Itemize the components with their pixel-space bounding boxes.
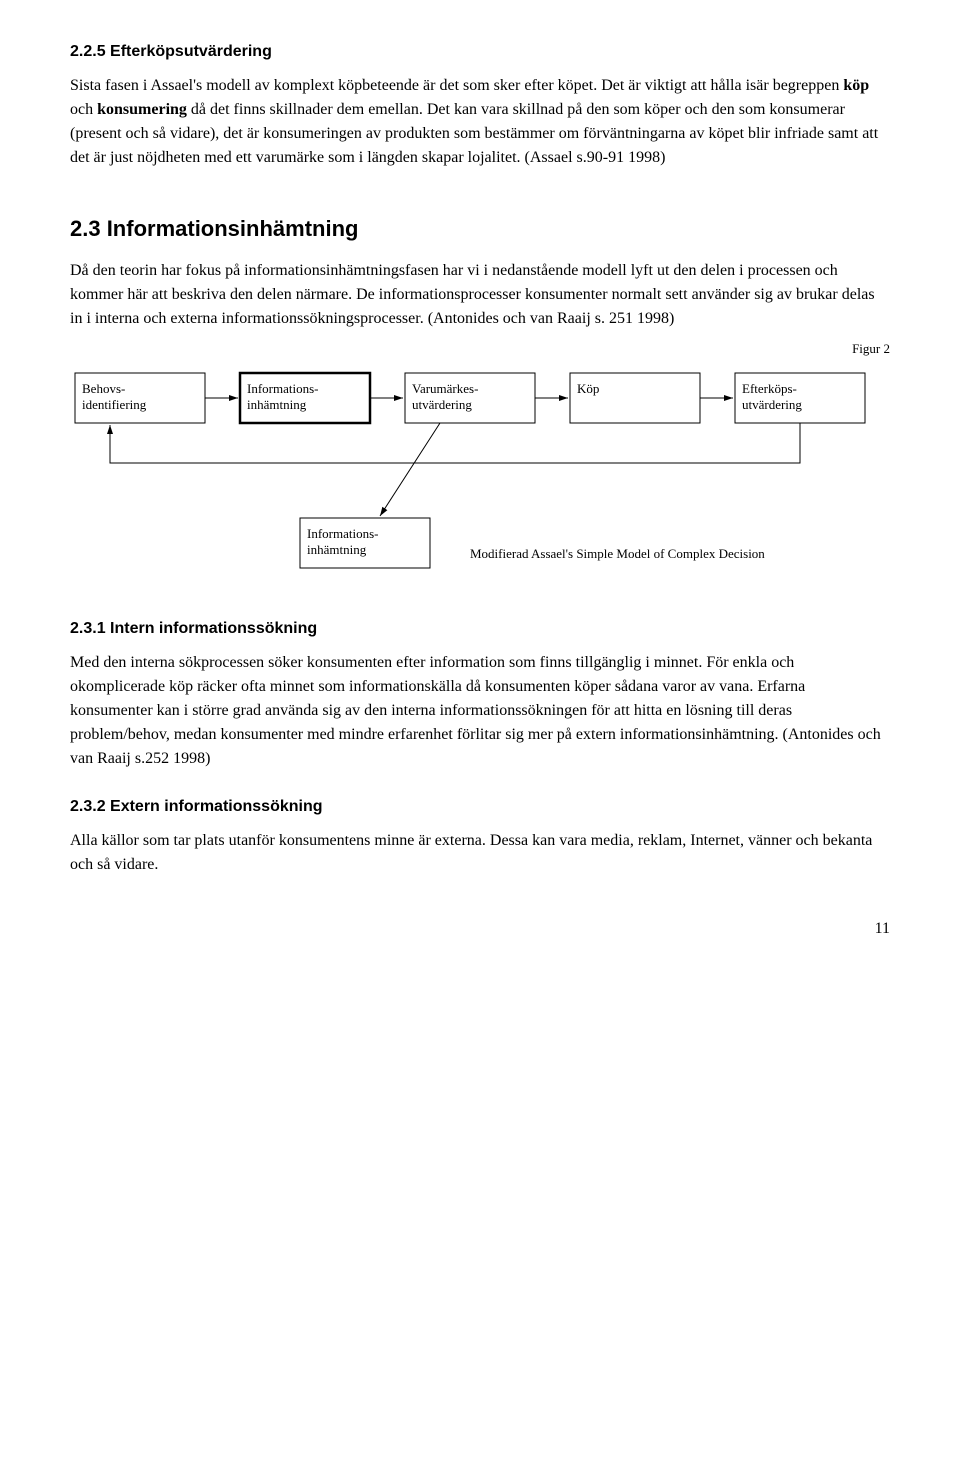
text-varu-2: utvärdering [412, 397, 472, 412]
text-behov-1: Behovs- [82, 381, 125, 396]
para-232-1: Alla källor som tar plats utanför konsum… [70, 829, 890, 877]
p225-b: köp [843, 77, 869, 94]
figure-label: Figur 2 [70, 339, 890, 359]
heading-232: 2.3.2 Extern informationssökning [70, 795, 890, 819]
text-efterkop-1: Efterköps- [742, 381, 797, 396]
text-varu-1: Varumärkes- [412, 381, 478, 396]
heading-23: 2.3 Informationsinhämtning [70, 212, 890, 245]
text-behov-2: identifiering [82, 397, 147, 412]
flowchart-figure: Behovs- identifiering Informations- inhä… [70, 363, 890, 593]
text-info2-2: inhämtning [307, 542, 367, 557]
text-efterkop-2: utvärdering [742, 397, 802, 412]
p225-a: Sista fasen i Assael's modell av komplex… [70, 77, 843, 94]
text-kop: Köp [577, 381, 599, 396]
para-23-1: Då den teorin har fokus på informationsi… [70, 259, 890, 331]
p225-d: konsumering [97, 101, 187, 118]
arrow-feedback [110, 423, 800, 463]
p225-e: då det finns skillnader dem emellan. Det… [70, 101, 878, 166]
flowchart-svg: Behovs- identifiering Informations- inhä… [70, 363, 890, 593]
heading-231: 2.3.1 Intern informationssökning [70, 617, 890, 641]
heading-225: 2.2.5 Efterköpsutvärdering [70, 40, 890, 64]
para-225-1: Sista fasen i Assael's modell av komplex… [70, 74, 890, 170]
para-231-1: Med den interna sökprocessen söker konsu… [70, 651, 890, 771]
p225-c: och [70, 101, 97, 118]
page-number: 11 [70, 917, 890, 941]
arrow-3-6 [380, 423, 440, 516]
text-info-1: Informations- [247, 381, 318, 396]
text-info-2: inhämtning [247, 397, 307, 412]
figure-note: Modifierad Assael's Simple Model of Comp… [470, 546, 765, 561]
text-info2-1: Informations- [307, 526, 378, 541]
